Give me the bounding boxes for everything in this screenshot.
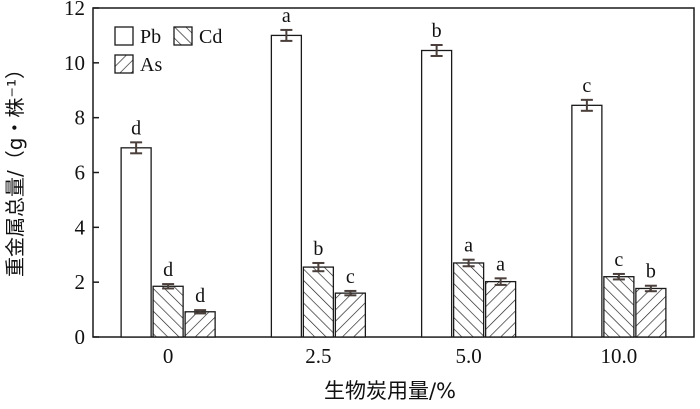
bar-cd <box>152 285 184 338</box>
y-axis-ticks: 0 2 4 6 8 10 12 <box>64 0 99 349</box>
bar-pb <box>420 49 453 338</box>
bar-pb <box>571 104 603 338</box>
y-tick-label: 10 <box>64 51 85 75</box>
significance-letter: d <box>195 285 205 307</box>
legend-swatch-as <box>114 54 134 74</box>
bar-cd <box>452 262 485 338</box>
x-axis-label: 生物炭用量/% <box>324 379 456 403</box>
y-tick-label: 0 <box>75 325 86 349</box>
bar-pb <box>270 34 303 338</box>
legend-label-as: As <box>140 54 162 76</box>
significance-letter: c <box>346 266 355 288</box>
significance-letter: b <box>646 261 656 283</box>
legend-label-cd: Cd <box>199 26 222 48</box>
legend-label-pb: Pb <box>140 26 161 48</box>
legend-swatch-cd <box>173 26 193 46</box>
significance-letter: a <box>464 235 473 257</box>
bar-as <box>484 280 517 338</box>
significance-letter: c <box>582 75 591 97</box>
significance-letter: a <box>282 5 291 27</box>
y-tick-label: 2 <box>75 270 86 294</box>
bar-cd <box>603 276 635 338</box>
y-tick-label: 12 <box>64 0 85 20</box>
y-tick-label: 6 <box>75 161 86 185</box>
bar-as <box>184 311 216 338</box>
legend-swatch-pb <box>114 26 134 46</box>
significance-letter: b <box>432 20 442 42</box>
y-tick-label: 8 <box>75 106 86 130</box>
bar-pb <box>120 147 152 338</box>
x-tick-label: 5.0 <box>456 344 482 368</box>
significance-letter: a <box>496 253 505 275</box>
significance-letter: c <box>614 249 623 271</box>
bar-cd <box>302 266 335 338</box>
y-axis-label: 重金属总量/（g・株⁻¹） <box>3 59 27 277</box>
y-tick-label: 4 <box>75 215 86 239</box>
x-tick-label: 10.0 <box>601 344 638 368</box>
significance-letter: d <box>131 117 141 139</box>
bar-as <box>635 287 667 338</box>
bar-as <box>334 292 367 338</box>
legend: Pb Cd As <box>114 26 222 76</box>
x-tick-label: 0 <box>163 344 174 368</box>
significance-letter: b <box>313 238 323 260</box>
significance-letter: d <box>163 259 173 281</box>
x-tick-label: 2.5 <box>305 344 331 368</box>
